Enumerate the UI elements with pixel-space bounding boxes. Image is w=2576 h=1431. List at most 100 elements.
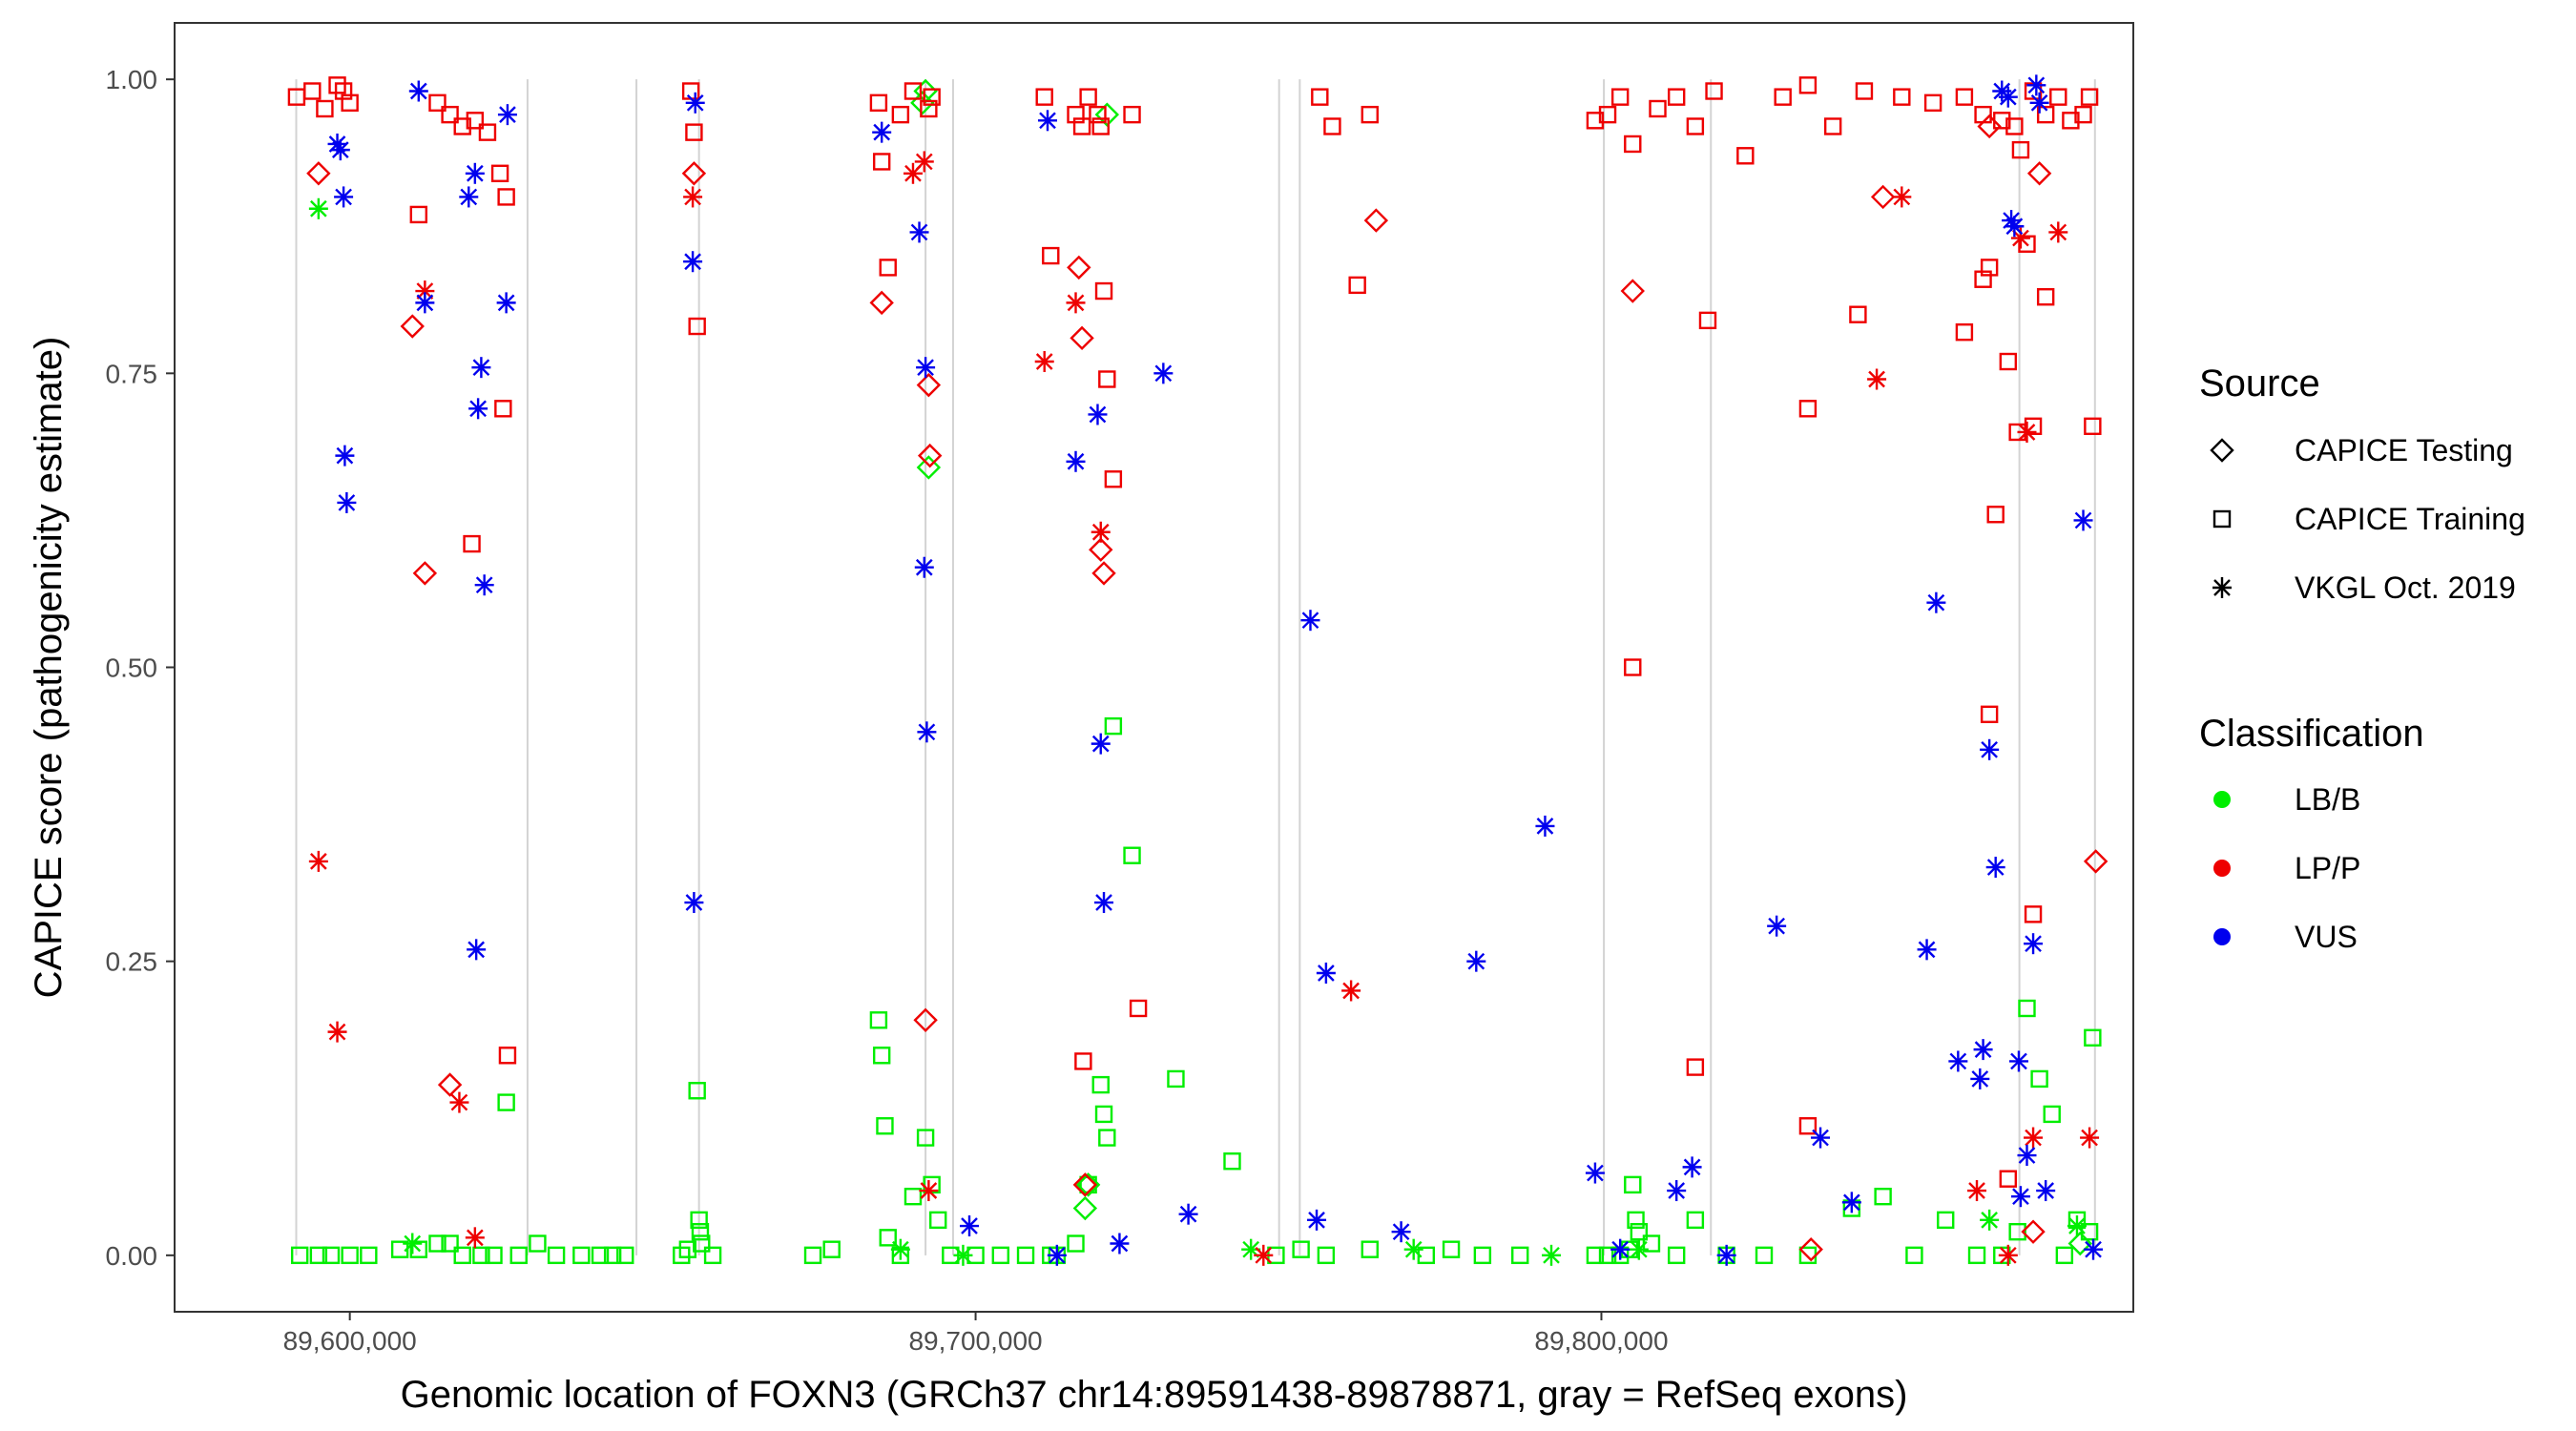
- data-point: [916, 372, 942, 398]
- data-point: [1123, 846, 1141, 864]
- data-point: [879, 1229, 897, 1247]
- data-point: [1998, 86, 2018, 108]
- data-point: [328, 76, 346, 94]
- data-point: [1598, 105, 1617, 124]
- data-point: [1980, 705, 1999, 724]
- data-point: [290, 1246, 309, 1265]
- data-point: [1974, 105, 1992, 124]
- data-point: [472, 1246, 490, 1265]
- data-point: [685, 92, 705, 114]
- data-point: [890, 1238, 910, 1260]
- data-point: [869, 290, 894, 316]
- data-point: [1855, 82, 1874, 100]
- data-point: [1292, 1240, 1310, 1258]
- data-point: [603, 1246, 622, 1265]
- data-point: [1980, 259, 1999, 277]
- data-point: [2029, 92, 2049, 114]
- data-point: [2074, 105, 2092, 124]
- data-point: [876, 1117, 894, 1135]
- data-point: [1070, 325, 1094, 351]
- data-point: [1079, 88, 1097, 106]
- data-point: [803, 1246, 822, 1265]
- data-point: [463, 534, 481, 553]
- x-axis: 89,600,000 89,700,000 89,800,000: [283, 1312, 1669, 1356]
- data-point: [2026, 74, 2046, 96]
- data-point: [441, 105, 459, 124]
- data-point: [872, 121, 892, 143]
- data-point: [591, 1246, 610, 1265]
- legend-classification-label: VUS: [2295, 920, 2358, 954]
- data-point: [498, 1047, 517, 1065]
- data-point: [1091, 521, 1111, 543]
- data-point: [1980, 738, 2000, 760]
- data-point: [2084, 417, 2102, 436]
- data-point: [688, 317, 706, 336]
- data-point: [673, 1246, 691, 1265]
- data-point: [1542, 1244, 1562, 1266]
- data-point: [1767, 915, 1787, 937]
- data-point: [471, 357, 491, 379]
- data-point: [2005, 117, 2024, 135]
- data-point: [1610, 1238, 1631, 1260]
- data-point: [2011, 140, 2030, 159]
- y-tick-label: 0.50: [106, 653, 158, 683]
- data-point: [337, 491, 357, 513]
- data-point: [415, 292, 435, 314]
- data-point: [2083, 849, 2109, 874]
- legend-source-label: CAPICE Testing: [2295, 433, 2513, 467]
- data-point: [1705, 82, 1723, 100]
- data-point: [683, 251, 703, 273]
- data-point: [1667, 1180, 1687, 1202]
- data-point: [1307, 1209, 1327, 1231]
- data-point: [916, 357, 936, 379]
- legend-source: Source CAPICE Testing CAPICE Training VKGL …: [2199, 363, 2525, 605]
- data-point: [1774, 88, 1792, 106]
- data-point: [678, 1240, 697, 1258]
- data-point: [1585, 1162, 1605, 1184]
- data-point: [1042, 246, 1060, 265]
- data-point: [1629, 1238, 1649, 1260]
- legend-diamond-icon: [2210, 438, 2234, 463]
- data-point: [572, 1246, 591, 1265]
- legend-source-title: Source: [2199, 363, 2320, 404]
- data-point: [1905, 1246, 1923, 1265]
- data-point: [1755, 1246, 1774, 1265]
- legend-classification: Classification LB/B LP/P VUS: [2199, 713, 2424, 954]
- data-point: [1129, 999, 1148, 1018]
- data-point: [478, 123, 497, 141]
- data-point: [2043, 1105, 2061, 1124]
- data-point: [1993, 112, 2011, 130]
- data-point: [2073, 509, 2093, 531]
- data-points: [287, 74, 2109, 1266]
- data-point: [688, 1082, 706, 1100]
- data-point: [991, 1246, 1010, 1265]
- data-point: [2010, 1186, 2030, 1208]
- data-point: [1511, 1246, 1529, 1265]
- legend-source-label: VKGL Oct. 2019: [2295, 570, 2516, 605]
- data-point: [465, 162, 485, 184]
- data-point: [2055, 1246, 2074, 1265]
- y-tick-label: 0.75: [106, 359, 158, 388]
- data-point: [919, 1180, 939, 1202]
- data-point: [2048, 221, 2068, 243]
- data-point: [2067, 1215, 2087, 1237]
- data-point: [1798, 1117, 1818, 1135]
- x-axis-title: Genomic location of FOXN3 (GRCh37 chr14:…: [401, 1374, 1908, 1416]
- data-point: [1624, 658, 1642, 676]
- data-point: [1610, 88, 1630, 106]
- data-point: [1955, 322, 1974, 342]
- data-point: [2002, 210, 2022, 232]
- data-point: [616, 1246, 634, 1265]
- data-point: [316, 99, 334, 118]
- data-point: [303, 82, 322, 100]
- data-point: [1998, 1244, 2018, 1266]
- data-point: [1047, 1244, 1067, 1266]
- data-point: [547, 1246, 566, 1265]
- data-point: [916, 1129, 935, 1147]
- data-point: [1311, 88, 1329, 106]
- legend-color-dot-icon: [2213, 791, 2231, 808]
- data-point: [1849, 305, 1867, 323]
- data-point: [1341, 980, 1361, 1002]
- data-point: [1466, 950, 1486, 972]
- data-point: [1798, 400, 1818, 418]
